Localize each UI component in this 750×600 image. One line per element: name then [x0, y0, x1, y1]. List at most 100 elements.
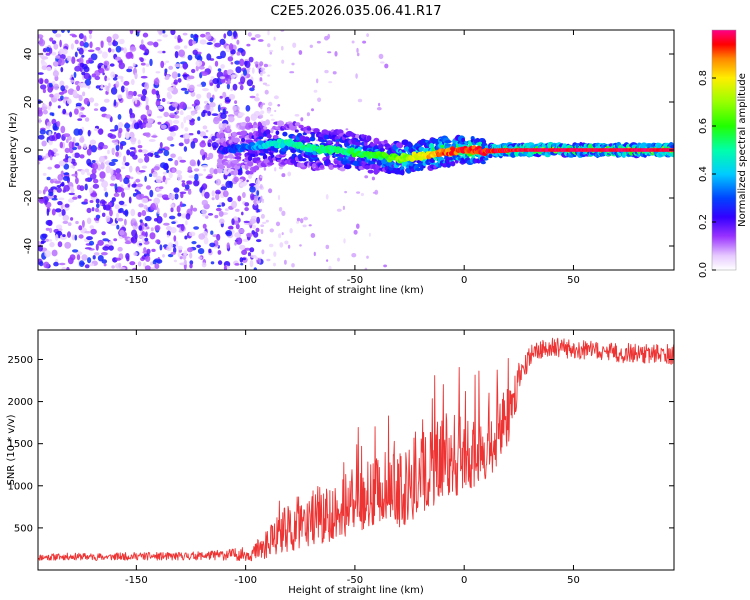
ridge-halo [248, 124, 254, 129]
colorbar-tick-label: 0.8 [698, 70, 709, 86]
noise-speckle [187, 166, 192, 173]
ridge-halo [282, 131, 288, 137]
noise-speckle [250, 193, 255, 201]
sparse-speckle [262, 82, 267, 85]
noise-speckle [169, 215, 176, 220]
noise-speckle [172, 119, 180, 124]
noise-speckle [111, 48, 115, 53]
noise-speckle [253, 231, 259, 238]
noise-speckle [184, 235, 188, 240]
noise-speckle [129, 30, 134, 35]
noise-speckle [227, 196, 233, 203]
noise-speckle [145, 96, 149, 104]
noise-speckle [168, 172, 173, 179]
sparse-speckle [273, 251, 277, 257]
noise-speckle [189, 159, 196, 167]
noise-speckle [200, 33, 206, 38]
noise-speckle [255, 227, 260, 233]
noise-speckle [250, 37, 256, 41]
sparse-speckle [269, 228, 274, 233]
noise-speckle [38, 161, 41, 165]
noise-speckle [157, 30, 160, 34]
noise-speckle [128, 196, 132, 204]
noise-speckle [137, 158, 144, 164]
noise-speckle [71, 141, 75, 149]
noise-speckle [189, 260, 194, 265]
ridge-halo [343, 164, 352, 170]
sparse-speckle [278, 194, 280, 201]
noise-speckle [227, 56, 234, 62]
ridge-halo [272, 134, 279, 140]
snr-xlabel: Height of straight line (km) [288, 585, 424, 596]
noise-speckle [73, 128, 81, 136]
noise-speckle [39, 52, 45, 58]
ridge-halo [339, 166, 346, 172]
noise-speckle [80, 169, 85, 175]
noise-speckle [241, 211, 244, 216]
noise-speckle [61, 181, 65, 187]
noise-speckle [130, 78, 135, 86]
noise-speckle [108, 240, 113, 246]
noise-speckle [219, 218, 225, 224]
sparse-speckle [260, 67, 266, 72]
noise-speckle [112, 39, 116, 46]
sparse-speckle [274, 167, 277, 172]
noise-speckle [132, 90, 137, 97]
noise-speckle [81, 220, 85, 228]
noise-speckle [100, 40, 104, 49]
noise-speckle [66, 55, 72, 62]
spectrogram-ylabel: Frequency (Hz) [8, 112, 19, 188]
noise-speckle [86, 158, 92, 166]
noise-speckle [206, 92, 212, 99]
ridge-halo [231, 159, 239, 164]
sparse-speckle [351, 40, 355, 44]
noise-speckle [137, 211, 142, 218]
ridge-halo [266, 133, 272, 139]
noise-speckle [67, 30, 70, 34]
noise-speckle [163, 222, 170, 226]
sparse-speckle [284, 259, 287, 265]
noise-speckle [118, 262, 122, 268]
noise-speckle [235, 223, 240, 230]
noise-speckle [107, 149, 110, 155]
sparse-speckle [317, 97, 322, 103]
noise-speckle [38, 34, 44, 39]
noise-speckle [89, 225, 94, 229]
ridge-halo [217, 157, 223, 164]
sparse-speckle [337, 257, 340, 262]
noise-speckle [244, 60, 251, 68]
noise-speckle [205, 33, 212, 40]
noise-speckle [115, 168, 121, 174]
noise-speckle [174, 35, 177, 40]
noise-speckle [182, 74, 188, 77]
noise-speckle [196, 93, 202, 99]
noise-speckle [126, 256, 130, 262]
sparse-speckle [260, 228, 264, 235]
sparse-speckle [264, 89, 269, 95]
noise-speckle [144, 155, 150, 163]
noise-speckle [158, 186, 164, 190]
noise-speckle [249, 218, 257, 224]
noise-speckle [134, 72, 138, 80]
noise-speckle [45, 52, 51, 56]
noise-speckle [100, 83, 104, 90]
noise-speckle [52, 61, 59, 67]
sparse-speckle [271, 118, 275, 122]
noise-speckle [230, 61, 234, 65]
noise-speckle [174, 193, 179, 200]
noise-speckle [198, 65, 205, 70]
noise-speckle [111, 265, 115, 269]
ridge-halo [240, 130, 248, 136]
noise-speckle [145, 255, 151, 262]
noise-speckle [152, 260, 157, 265]
ridge-halo [327, 140, 332, 145]
noise-speckle [89, 200, 94, 203]
noise-speckle [78, 234, 84, 239]
noise-speckle [91, 207, 95, 212]
noise-speckle [234, 232, 242, 238]
sparse-speckle [313, 251, 316, 257]
ridge-halo [393, 167, 399, 173]
noise-speckle [162, 171, 168, 175]
sparse-speckle [291, 62, 295, 66]
sparse-speckle [273, 36, 276, 41]
